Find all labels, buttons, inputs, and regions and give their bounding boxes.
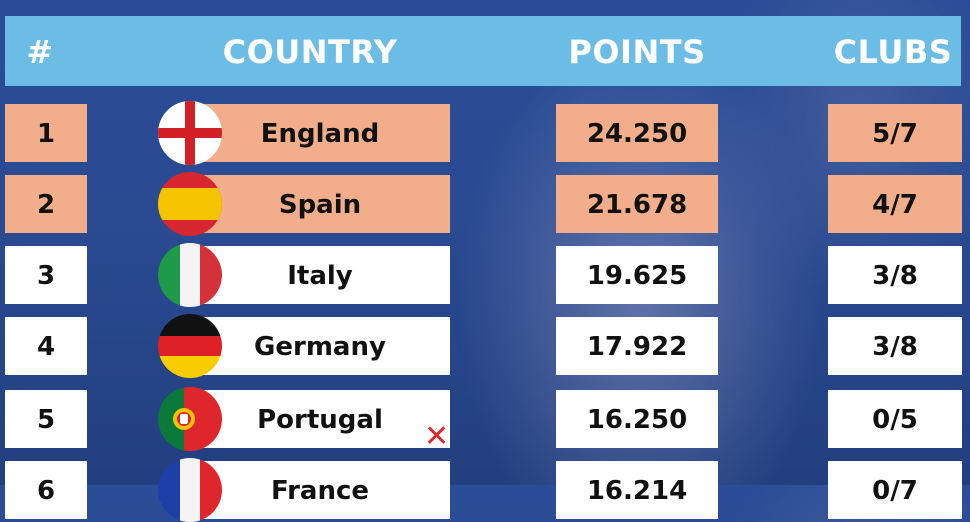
- england-flag-icon: [158, 101, 222, 165]
- country-cell: France: [190, 461, 450, 519]
- country-cell: Germany: [190, 317, 450, 375]
- rank-cell: 2: [5, 175, 87, 233]
- clubs-cell: 3/8: [828, 317, 962, 375]
- header-country: COUNTRY: [222, 33, 398, 71]
- header-rank: #: [26, 33, 54, 71]
- clubs-cell: 0/5: [828, 390, 962, 448]
- clubs-cell: 3/8: [828, 246, 962, 304]
- rank-cell: 1: [5, 104, 87, 162]
- clubs-cell: 5/7: [828, 104, 962, 162]
- points-cell: 16.250: [556, 390, 718, 448]
- points-cell: 17.922: [556, 317, 718, 375]
- points-cell: 19.625: [556, 246, 718, 304]
- rank-cell: 6: [5, 461, 87, 519]
- cross-icon: ✕: [424, 419, 450, 454]
- country-name: Portugal: [257, 405, 383, 435]
- country-cell: Italy: [190, 246, 450, 304]
- country-name: Italy: [287, 261, 353, 291]
- country-name: Germany: [254, 332, 386, 362]
- italy-flag-icon: [158, 243, 222, 307]
- rank-cell: 4: [5, 317, 87, 375]
- country-cell: Portugal: [190, 390, 450, 448]
- table-header: # COUNTRY POINTS CLUBS: [5, 16, 961, 86]
- header-points: POINTS: [568, 33, 706, 71]
- header-clubs: CLUBS: [833, 33, 953, 71]
- country-name: Spain: [278, 190, 362, 220]
- points-cell: 21.678: [556, 175, 718, 233]
- france-flag-icon: [158, 458, 222, 522]
- portugal-flag-icon: [158, 387, 222, 451]
- spain-flag-icon: [158, 172, 222, 236]
- clubs-cell: 0/7: [828, 461, 962, 519]
- country-name: France: [270, 476, 370, 506]
- points-cell: 24.250: [556, 104, 718, 162]
- rank-cell: 5: [5, 390, 87, 448]
- country-cell: Spain: [190, 175, 450, 233]
- country-cell: England: [190, 104, 450, 162]
- country-name: England: [260, 119, 380, 149]
- clubs-cell: 4/7: [828, 175, 962, 233]
- points-cell: 16.214: [556, 461, 718, 519]
- germany-flag-icon: [158, 314, 222, 378]
- rank-cell: 3: [5, 246, 87, 304]
